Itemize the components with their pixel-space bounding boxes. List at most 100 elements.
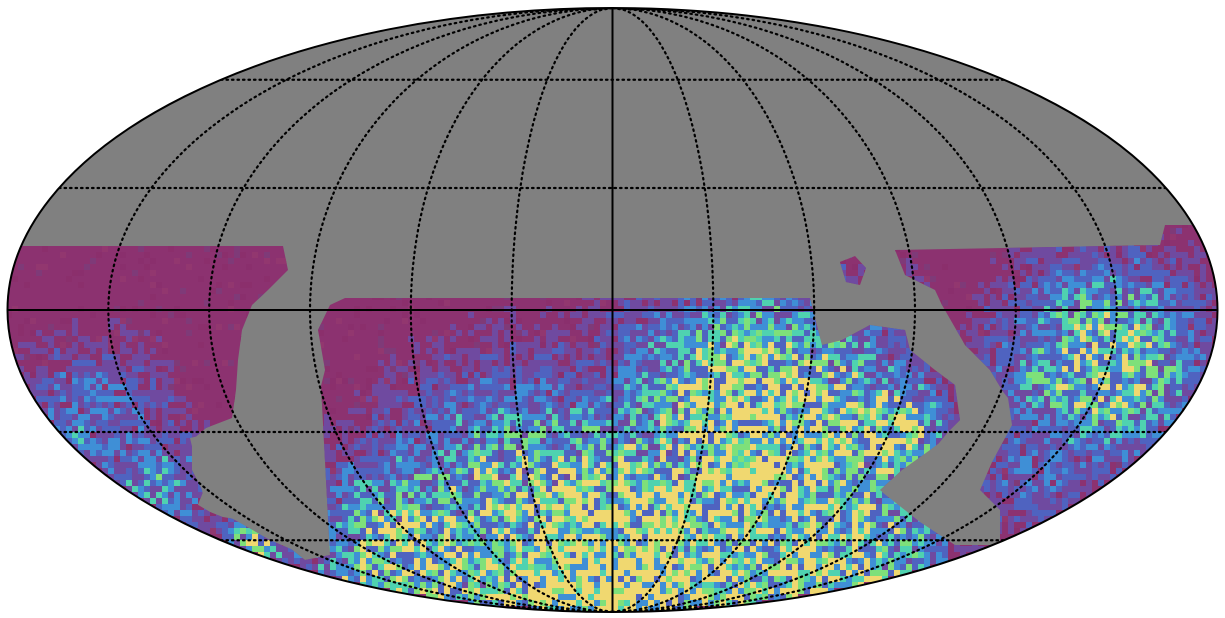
sky-pixel <box>1026 360 1032 366</box>
sky-pixel <box>60 396 66 402</box>
sky-pixel <box>456 408 462 414</box>
sky-pixel <box>438 462 444 468</box>
sky-pixel <box>876 438 882 444</box>
sky-pixel <box>1044 330 1050 336</box>
sky-pixel <box>636 414 642 420</box>
sky-pixel <box>750 408 756 414</box>
sky-pixel <box>1074 270 1080 276</box>
sky-pixel <box>618 468 624 474</box>
sky-pixel <box>624 390 630 396</box>
sky-pixel <box>1110 270 1116 276</box>
sky-pixel <box>1140 408 1146 414</box>
sky-pixel <box>30 348 36 354</box>
sky-pixel <box>810 444 816 450</box>
sky-pixel <box>834 390 840 396</box>
sky-pixel <box>1074 420 1080 426</box>
sky-pixel <box>468 468 474 474</box>
sky-pixel <box>126 426 132 432</box>
sky-pixel <box>750 420 756 426</box>
sky-pixel <box>1062 282 1068 288</box>
sky-pixel <box>1110 378 1116 384</box>
sky-pixel <box>162 450 168 456</box>
sky-pixel <box>804 378 810 384</box>
sky-pixel <box>984 342 990 348</box>
sky-pixel <box>1194 276 1200 282</box>
sky-pixel <box>342 420 348 426</box>
sky-pixel <box>360 390 366 396</box>
sky-pixel <box>42 264 48 270</box>
sky-pixel <box>1074 444 1080 450</box>
sky-pixel <box>1068 420 1074 426</box>
sky-pixel <box>108 390 114 396</box>
sky-pixel <box>612 426 618 432</box>
sky-pixel <box>228 282 234 288</box>
sky-pixel <box>1080 420 1086 426</box>
sky-pixel <box>732 444 738 450</box>
sky-pixel <box>564 408 570 414</box>
sky-pixel <box>1110 432 1116 438</box>
sky-pixel <box>438 402 444 408</box>
sky-pixel <box>1044 372 1050 378</box>
sky-pixel <box>468 426 474 432</box>
sky-pixel <box>870 438 876 444</box>
sky-pixel <box>426 450 432 456</box>
sky-pixel <box>1080 252 1086 258</box>
sky-pixel <box>768 336 774 342</box>
sky-pixel <box>1008 354 1014 360</box>
sky-pixel <box>732 450 738 456</box>
sky-pixel <box>1086 264 1092 270</box>
sky-pixel <box>1158 294 1164 300</box>
sky-pixel <box>816 438 822 444</box>
sky-pixel <box>1074 312 1080 318</box>
sky-pixel <box>618 348 624 354</box>
sky-pixel <box>600 414 606 420</box>
sky-pixel <box>810 324 816 330</box>
sky-pixel <box>876 390 882 396</box>
sky-pixel <box>702 444 708 450</box>
sky-pixel <box>852 372 858 378</box>
sky-pixel <box>768 462 774 468</box>
sky-pixel <box>396 366 402 372</box>
sky-pixel <box>1080 282 1086 288</box>
sky-pixel <box>1026 342 1032 348</box>
sky-pixel <box>798 318 804 324</box>
sky-pixel <box>924 282 930 288</box>
sky-pixel <box>924 372 930 378</box>
sky-pixel <box>720 402 726 408</box>
sky-pixel <box>774 390 780 396</box>
sky-pixel <box>588 456 594 462</box>
sky-pixel <box>42 396 48 402</box>
sky-pixel <box>1092 420 1098 426</box>
sky-pixel <box>1134 288 1140 294</box>
sky-pixel <box>870 390 876 396</box>
sky-pixel <box>1170 372 1176 378</box>
sky-pixel <box>1068 258 1074 264</box>
sky-pixel <box>408 450 414 456</box>
sky-pixel <box>816 456 822 462</box>
sky-pixel <box>1020 426 1026 432</box>
sky-pixel <box>624 396 630 402</box>
sky-pixel <box>738 462 744 468</box>
sky-pixel <box>1062 276 1068 282</box>
sky-pixel <box>498 372 504 378</box>
sky-pixel <box>870 420 876 426</box>
sky-pixel <box>1050 288 1056 294</box>
sky-pixel <box>774 384 780 390</box>
sky-pixel <box>1080 360 1086 366</box>
sky-pixel <box>552 420 558 426</box>
sky-pixel <box>636 336 642 342</box>
sky-pixel <box>180 468 186 474</box>
sky-pixel <box>1110 444 1116 450</box>
sky-pixel <box>618 330 624 336</box>
sky-pixel <box>1050 312 1056 318</box>
sky-pixel <box>1140 246 1146 252</box>
sky-pixel <box>594 402 600 408</box>
sky-pixel <box>558 384 564 390</box>
sky-pixel <box>624 432 630 438</box>
sky-pixel <box>738 426 744 432</box>
sky-pixel <box>882 342 888 348</box>
sky-pixel <box>78 420 84 426</box>
sky-pixel <box>570 390 576 396</box>
sky-pixel <box>186 318 192 324</box>
sky-pixel <box>564 318 570 324</box>
